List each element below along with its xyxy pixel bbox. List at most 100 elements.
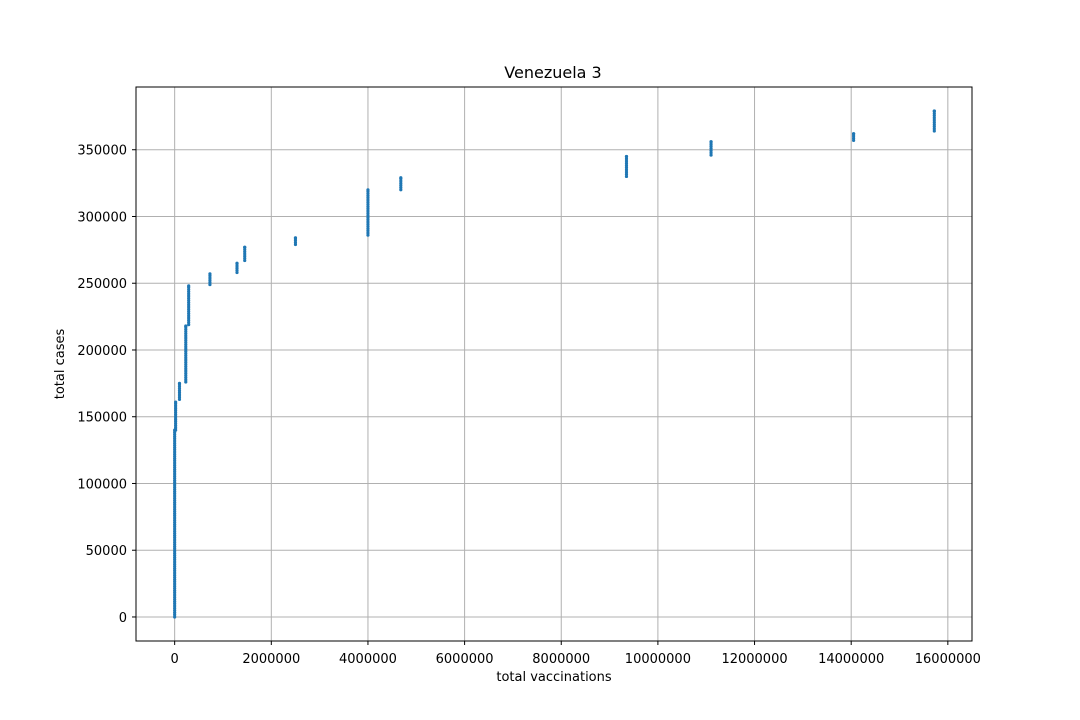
data-point xyxy=(187,303,191,307)
data-point xyxy=(709,140,713,144)
data-point xyxy=(187,320,191,325)
data-point xyxy=(366,196,370,200)
data-point xyxy=(624,174,629,179)
data-point xyxy=(235,261,239,265)
data-point xyxy=(173,531,177,535)
data-point xyxy=(173,511,177,516)
data-point xyxy=(366,213,370,217)
data-point xyxy=(173,542,177,546)
data-point xyxy=(173,527,177,531)
data-point xyxy=(173,445,177,450)
data-point xyxy=(399,183,403,187)
y-tick-label: 300000 xyxy=(77,210,127,225)
data-point xyxy=(187,301,191,305)
data-point xyxy=(173,463,177,467)
data-point xyxy=(366,202,370,206)
data-point xyxy=(174,415,178,419)
data-point xyxy=(173,575,177,579)
data-point xyxy=(624,157,629,161)
data-point xyxy=(177,393,182,397)
data-point xyxy=(173,562,177,566)
data-point xyxy=(709,144,713,148)
y-tick-label: 250000 xyxy=(77,277,127,292)
data-point xyxy=(173,553,177,557)
data-point xyxy=(187,316,191,320)
data-point xyxy=(174,424,178,428)
data-point xyxy=(366,222,370,226)
data-point xyxy=(173,439,177,443)
data-point xyxy=(173,573,177,577)
data-point xyxy=(932,125,936,129)
data-point xyxy=(624,168,629,172)
data-point xyxy=(932,114,936,118)
y-tick-label: 100000 xyxy=(77,477,127,492)
data-point xyxy=(366,193,370,198)
data-point xyxy=(184,356,188,360)
data-point xyxy=(366,215,370,220)
data-point xyxy=(852,136,856,140)
data-point xyxy=(187,292,191,296)
data-point xyxy=(174,417,178,421)
data-point xyxy=(235,268,239,272)
data-point xyxy=(709,151,713,155)
data-point xyxy=(208,278,212,282)
data-point xyxy=(173,584,177,588)
data-point xyxy=(173,533,177,538)
data-point xyxy=(173,525,177,529)
chart-title: Venezuela 3 xyxy=(504,63,601,82)
data-point xyxy=(624,170,629,174)
data-point xyxy=(173,434,177,439)
data-point xyxy=(187,287,191,292)
data-point xyxy=(932,122,936,127)
data-point xyxy=(184,365,188,369)
data-point xyxy=(709,153,713,157)
x-tick-label: 16000000 xyxy=(915,652,981,667)
data-point xyxy=(184,332,188,336)
data-point xyxy=(173,503,177,507)
data-point xyxy=(709,146,713,151)
data-point xyxy=(293,238,298,242)
data-point xyxy=(173,613,177,617)
x-tick-label: 2000000 xyxy=(242,652,300,667)
data-point xyxy=(187,318,191,322)
data-point xyxy=(624,163,629,168)
data-point xyxy=(208,276,212,280)
x-tick-label: 8000000 xyxy=(532,652,590,667)
data-point xyxy=(184,351,188,356)
x-tick-label: 4000000 xyxy=(339,652,397,667)
data-point xyxy=(173,536,177,540)
data-point xyxy=(932,109,936,113)
data-point xyxy=(932,118,936,122)
data-point xyxy=(174,413,178,417)
data-point xyxy=(174,400,178,404)
data-point xyxy=(173,558,177,562)
y-tick-label: 350000 xyxy=(77,144,127,159)
data-point xyxy=(243,254,247,258)
data-point xyxy=(187,298,191,303)
x-tick-label: 12000000 xyxy=(721,652,787,667)
data-points xyxy=(173,109,936,619)
y-tick-label: 200000 xyxy=(77,344,127,359)
data-point xyxy=(173,441,177,445)
data-point xyxy=(177,384,182,388)
data-point xyxy=(173,529,177,533)
data-point xyxy=(173,608,177,612)
x-tick-label: 14000000 xyxy=(818,652,884,667)
data-point xyxy=(184,329,188,334)
data-point xyxy=(174,426,178,430)
data-point xyxy=(709,149,713,153)
data-point xyxy=(932,111,936,116)
data-point xyxy=(173,448,177,452)
y-tick-label: 150000 xyxy=(77,411,127,426)
data-point xyxy=(184,349,188,353)
y-axis-label: total cases xyxy=(53,329,68,400)
grid xyxy=(136,87,972,641)
data-point xyxy=(366,226,370,231)
data-point xyxy=(184,378,188,382)
data-point xyxy=(173,494,177,498)
data-point xyxy=(293,240,298,244)
data-point xyxy=(177,388,182,393)
data-point xyxy=(174,421,178,426)
data-point xyxy=(173,599,177,604)
